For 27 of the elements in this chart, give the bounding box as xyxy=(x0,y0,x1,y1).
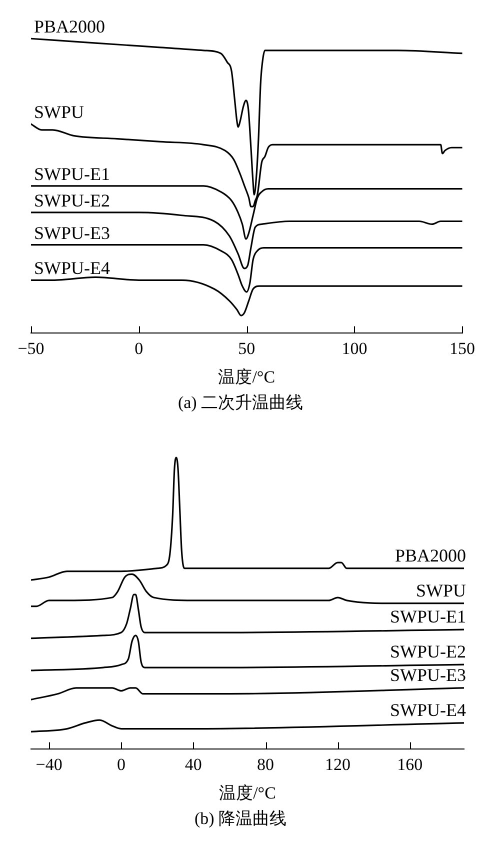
series-label: PBA2000 xyxy=(34,16,106,37)
series-label: SWPU-E3 xyxy=(34,222,110,243)
x-tick-label: 150 xyxy=(450,338,475,358)
x-tick-label: 0 xyxy=(134,338,144,358)
x-tick-label: 80 xyxy=(257,754,274,774)
text: (a) 二次升温曲线 xyxy=(176,392,304,414)
x-tick-label: −40 xyxy=(36,754,62,774)
series-label: SWPU-E1 xyxy=(390,606,466,627)
x-tick-label: −50 xyxy=(18,338,44,358)
x-tick-label: 160 xyxy=(397,754,423,774)
series-label: SWPU xyxy=(416,580,466,600)
text: (b) 降温曲线 xyxy=(193,808,288,830)
x-tick-label: 100 xyxy=(342,338,368,358)
x-tick-label: 50 xyxy=(238,338,256,358)
series-label: SWPU-E3 xyxy=(390,664,466,685)
x-tick-label: 120 xyxy=(324,754,350,774)
series-label: SWPU-E2 xyxy=(390,642,466,662)
series-label: SWPU-E4 xyxy=(390,700,466,720)
x-axis-title: 温度/°C xyxy=(218,367,276,386)
x-tick-label: 0 xyxy=(116,754,126,774)
x-tick-label: 40 xyxy=(184,754,202,774)
series-label: SWPU xyxy=(34,102,84,122)
series-label: SWPU-E4 xyxy=(34,258,110,278)
series-label: SWPU-E2 xyxy=(34,190,110,210)
x-axis-title: 温度/°C xyxy=(219,783,276,802)
series-label: PBA2000 xyxy=(394,545,466,566)
series-label: SWPU-E1 xyxy=(34,164,110,184)
